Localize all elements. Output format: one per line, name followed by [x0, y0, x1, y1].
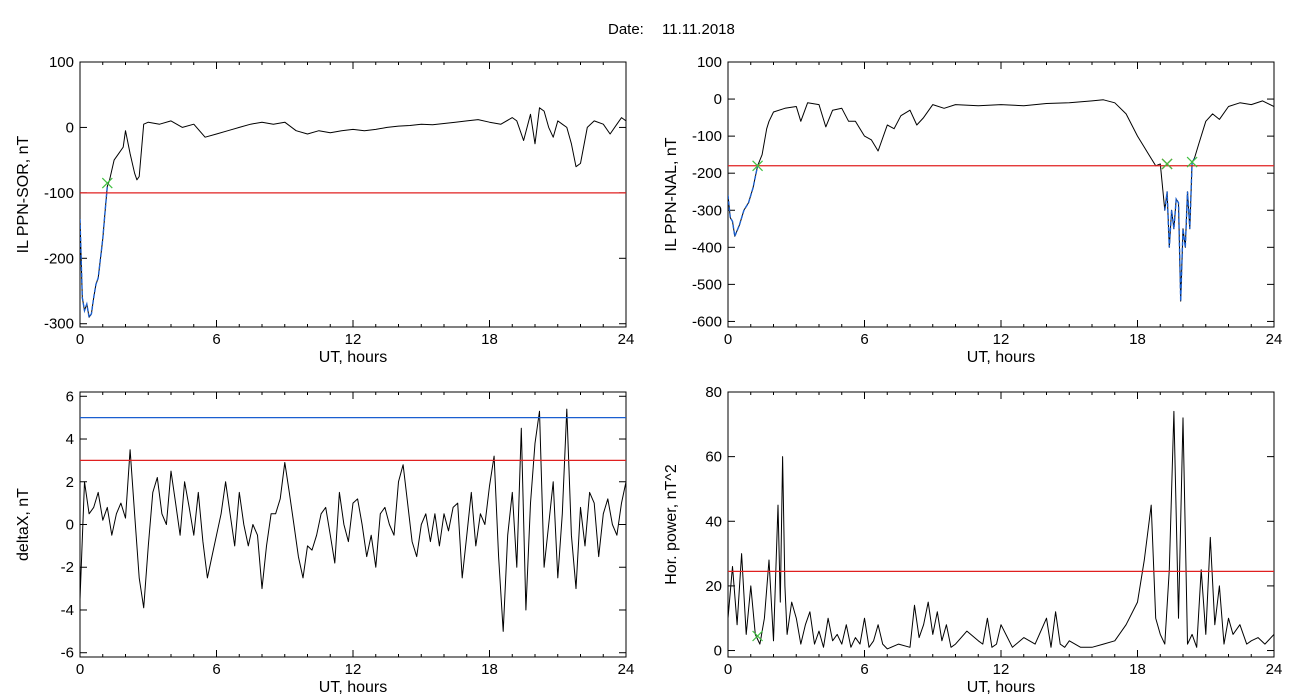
y-tick-label: -6 — [61, 645, 74, 662]
x-tick-label: 24 — [618, 331, 635, 348]
y-tick-label: 0 — [66, 517, 74, 534]
y-tick-label: -100 — [692, 128, 722, 145]
plot-frame — [79, 61, 627, 328]
series-line — [80, 408, 626, 632]
date-label: Date: — [608, 21, 644, 38]
plot-frame — [727, 61, 1275, 328]
x-tick-label: 12 — [993, 331, 1010, 348]
plot-area — [80, 408, 626, 632]
y-tick-label: -300 — [44, 316, 74, 333]
x-tick-label: 18 — [1129, 661, 1146, 678]
x-tick-label: 18 — [1129, 331, 1146, 348]
y-tick-label: 80 — [705, 384, 722, 401]
x-tick-label: 6 — [212, 661, 220, 678]
plot-area — [728, 410, 1274, 650]
series-line — [80, 107, 626, 318]
x-tick-label: 0 — [724, 661, 732, 678]
x-tick-label: 24 — [1266, 331, 1283, 348]
y-axis-title: Hor. power, nT^2 — [663, 464, 680, 585]
event-marker — [752, 160, 763, 172]
y-tick-label: 0 — [714, 91, 722, 108]
y-tick-label: -200 — [692, 165, 722, 182]
series-line — [728, 410, 1274, 650]
event-marker — [1186, 156, 1198, 168]
plot-area — [80, 107, 626, 319]
y-tick-label: -400 — [692, 239, 722, 256]
date-value: 11.11.2018 — [662, 21, 735, 38]
chart-panel-nal: 0 6 12 18 24 100 0 -100 -200 -300 -400 -500 -600 UT, … — [663, 54, 1282, 366]
chart-panel-sor: 0 6 12 18 24 100 0 -100 -200 -300 UT, hours IL PPN-… — [15, 54, 634, 366]
event-marker — [101, 177, 113, 189]
x-tick-label: 12 — [345, 661, 362, 678]
y-tick-label: -100 — [44, 185, 74, 202]
x-axis-title: UT, hours — [319, 679, 387, 696]
x-tick-label: 12 — [993, 661, 1010, 678]
x-tick-label: 6 — [860, 331, 868, 348]
y-tick-label: 40 — [705, 513, 722, 530]
y-tick-label: 100 — [697, 54, 722, 71]
y-axis-title: IL PPN-SOR, nT — [15, 135, 32, 253]
y-tick-label: -300 — [692, 202, 722, 219]
x-tick-label: 0 — [76, 331, 84, 348]
y-axis-title: deltaX, nT — [15, 488, 32, 561]
x-tick-label: 18 — [481, 661, 498, 678]
y-tick-label: 100 — [49, 54, 74, 71]
highlight-segment — [728, 165, 759, 239]
y-tick-label: -600 — [692, 313, 722, 330]
x-tick-label: 0 — [724, 331, 732, 348]
highlight-segment — [80, 186, 108, 319]
y-tick-label: 4 — [66, 431, 74, 448]
event-marker — [1161, 158, 1173, 170]
y-tick-label: 60 — [705, 449, 722, 466]
y-tick-label: -4 — [61, 602, 74, 619]
y-tick-label: -2 — [61, 559, 74, 576]
plot-frame — [79, 391, 627, 658]
x-axis-title: UT, hours — [967, 349, 1035, 366]
y-tick-label: 0 — [714, 643, 722, 660]
x-tick-label: 24 — [618, 661, 635, 678]
y-tick-label: 2 — [66, 474, 74, 491]
x-tick-label: 6 — [860, 661, 868, 678]
highlight-segment — [1164, 158, 1195, 302]
y-tick-label: 6 — [66, 388, 74, 405]
event-marker — [752, 630, 763, 642]
x-axis-title: UT, hours — [967, 679, 1035, 696]
plot-frame — [727, 391, 1275, 658]
y-tick-label: 20 — [705, 578, 722, 595]
y-tick-label: 0 — [66, 119, 74, 136]
x-axis-title: UT, hours — [319, 349, 387, 366]
y-tick-label: -200 — [44, 250, 74, 267]
x-tick-label: 24 — [1266, 661, 1283, 678]
x-tick-label: 12 — [345, 331, 362, 348]
chart-panel-power: 0 6 12 18 24 80 60 40 20 0 UT, hours Hor. power, nT… — [663, 384, 1282, 696]
y-axis-title: IL PPN-NAL, nT — [663, 137, 680, 251]
x-tick-label: 0 — [76, 661, 84, 678]
x-tick-label: 18 — [481, 331, 498, 348]
y-tick-label: -500 — [692, 276, 722, 293]
series-line — [728, 99, 1274, 302]
x-tick-label: 6 — [212, 331, 220, 348]
chart-panel-deltax: 0 6 12 18 24 6 4 2 0 -2 -4 -6 UT, hours deltaX, nT — [15, 388, 634, 696]
plot-area — [728, 99, 1274, 302]
